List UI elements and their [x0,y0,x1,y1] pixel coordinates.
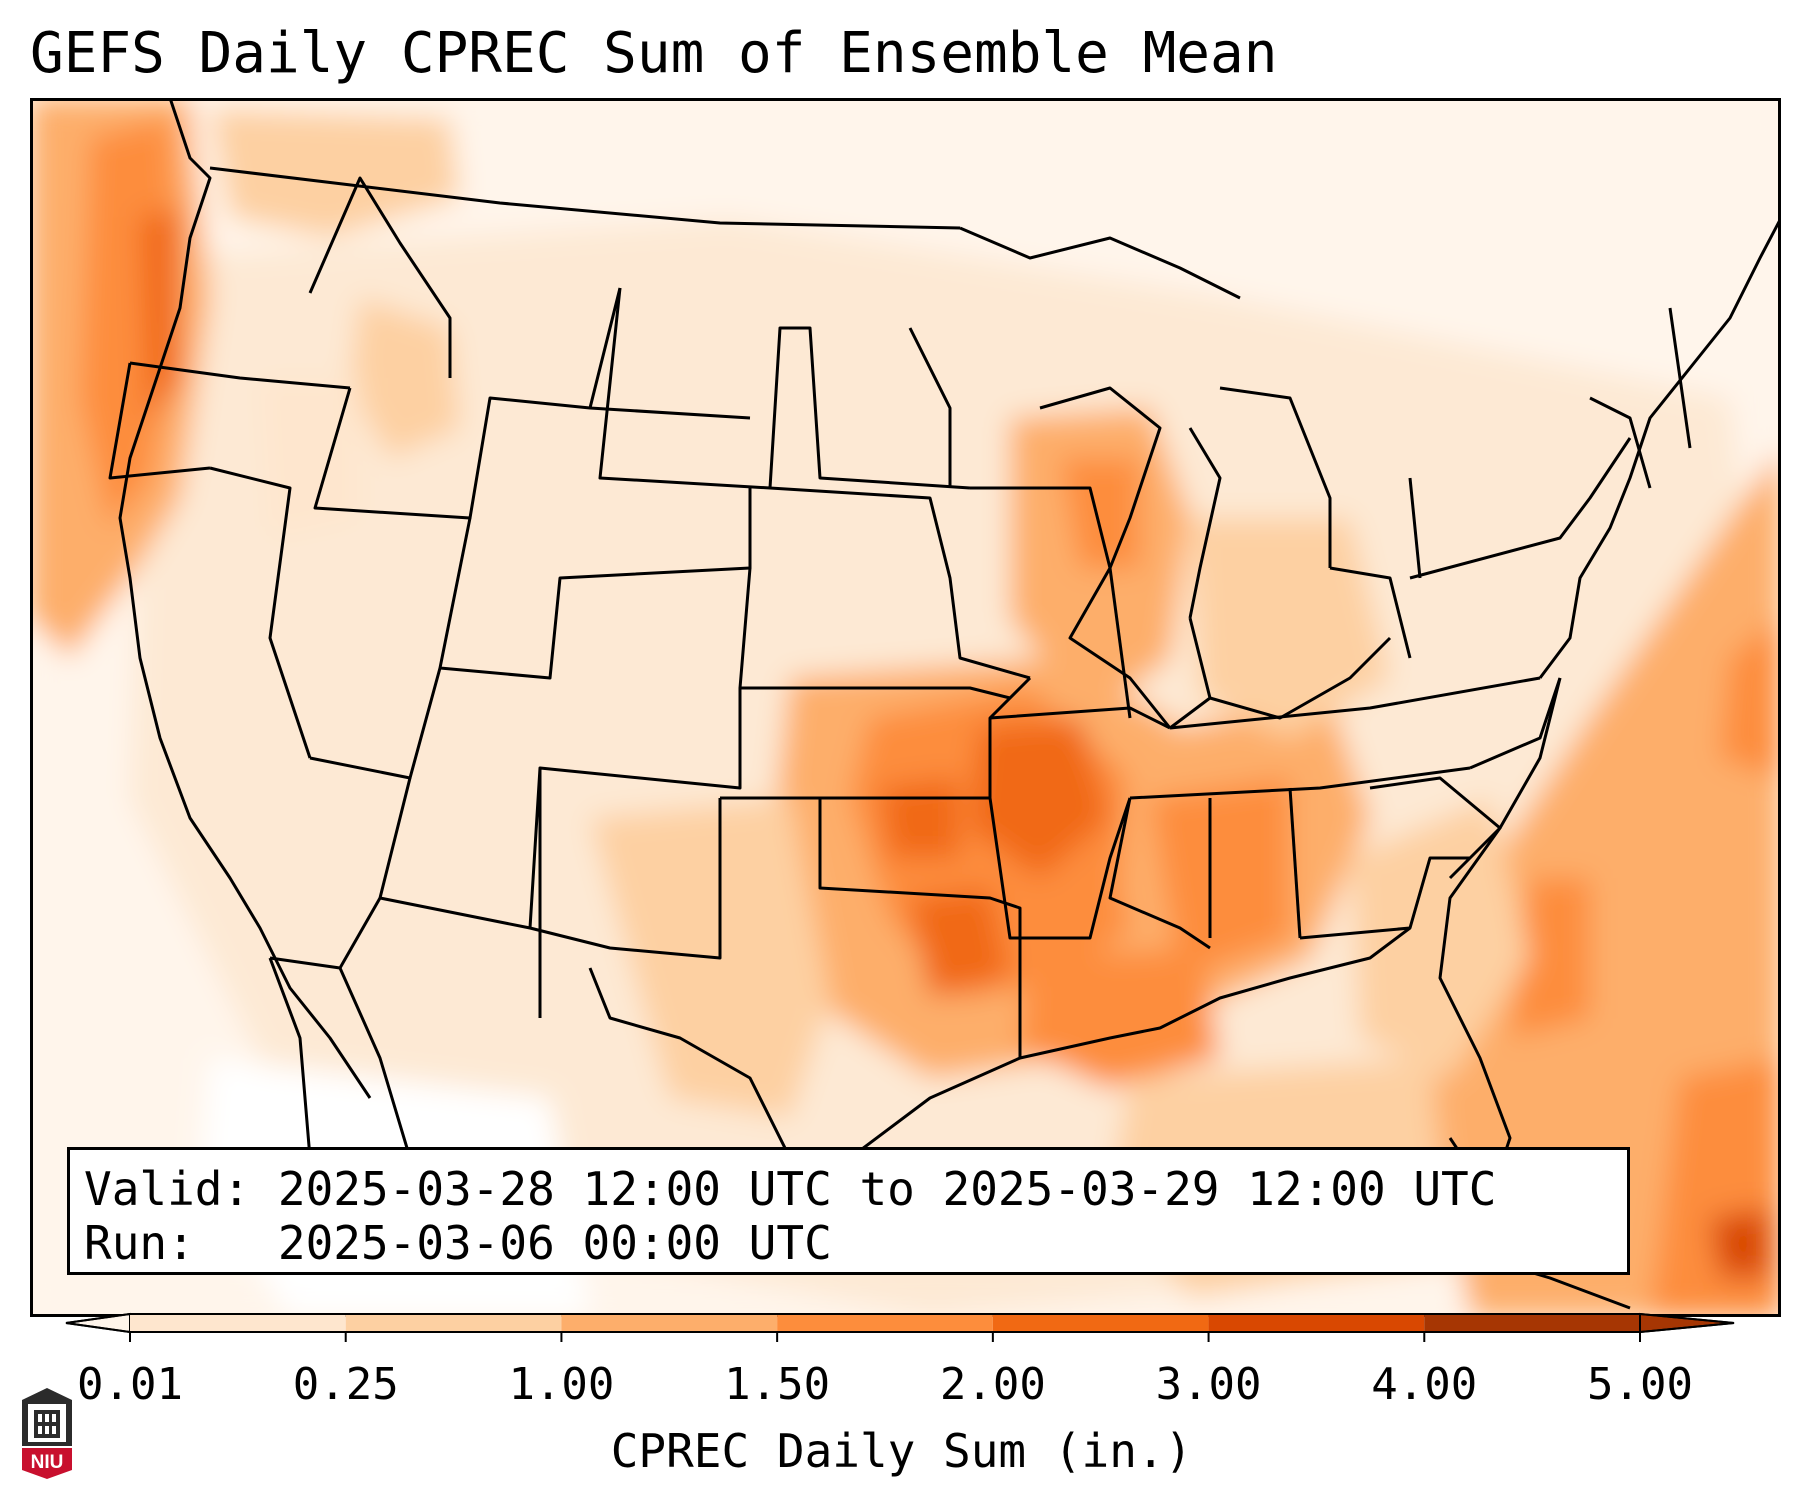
colorbar-tick-labels: 0.01 0.25 1.00 1.50 2.00 3.00 4.00 5.00 [0,1360,1803,1420]
map-boundaries [108,98,1781,1310]
colorbar-tick-label: 4.00 [1371,1359,1478,1410]
map-title: GEFS Daily CPREC Sum of Ensemble Mean [30,21,1278,86]
colorbar-label: CPREC Daily Sum (in.) [610,1424,1193,1478]
colorbar-tick-label: 0.01 [77,1359,183,1410]
colorbar-tick-label: 2.00 [939,1359,1046,1410]
colorbar-segment [130,1314,346,1332]
precipitation-map [30,98,1781,1317]
precip-shading [30,98,1781,1317]
colorbar-segment [345,1314,562,1332]
colorbar-tick-label: 1.50 [724,1359,831,1410]
run-label: Run: [84,1216,195,1270]
niu-logo-icon: NIU [22,1388,72,1479]
colorbar-tick-label: 3.00 [1155,1359,1262,1410]
colorbar-tick-label: 1.00 [508,1359,615,1410]
run-value: 2025-03-06 00:00 UTC [277,1216,832,1270]
colorbar-segment [777,1314,993,1332]
colorbar-tick-label: 5.00 [1587,1359,1693,1410]
niu-logo-text: NIU [31,1452,64,1473]
colorbar-extend-low [65,1312,131,1334]
colorbar-extend-high [1639,1312,1735,1334]
colorbar-tick-label: 0.25 [292,1359,399,1410]
colorbar-segment [1208,1314,1425,1332]
colorbar-segment [992,1314,1209,1332]
valid-run-info-box: Valid: 2025-03-28 12:00 UTC to 2025-03-2… [67,1147,1630,1275]
colorbar-segment [561,1314,778,1332]
valid-value: 2025-03-28 12:00 UTC to 2025-03-29 12:00… [277,1162,1497,1216]
colorbar-segment [1424,1314,1640,1332]
colorbar [65,1312,1735,1342]
valid-label: Valid: [84,1162,251,1216]
